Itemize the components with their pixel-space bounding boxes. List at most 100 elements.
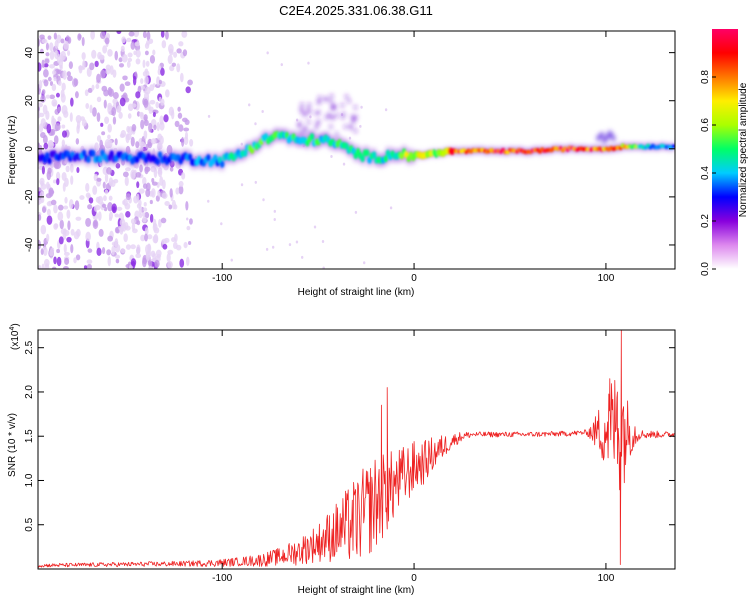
spectrogram-noise-blob [303,125,307,130]
spectrogram-noise-blob [61,124,66,129]
spectrogram-noise-blob [188,240,192,246]
spectrogram-noise-blob [49,50,55,60]
spectrogram-noise-blob [163,237,170,243]
spectrogram-noise-blob [118,63,125,68]
spectrogram-noise-blob [147,243,151,251]
spectrogram-noise-blob [314,125,318,130]
spectrogram-noise-blob [300,255,304,259]
spectrogram-noise-blob [41,165,45,175]
spectrogram-noise-blob [38,38,41,47]
snr-x-label: Height of straight line (km) [298,585,415,596]
spectrogram-noise-blob [67,220,71,231]
y-tick-label: 0.5 [24,517,35,531]
spectrogram-noise-blob [149,84,155,91]
spectrogram-noise-blob [248,103,251,107]
spectrogram-noise-blob [389,206,393,210]
spectrogram-noise-blob [140,234,146,242]
spectrogram-noise-blob [75,138,80,145]
spectrogram-noise-blob [108,195,113,201]
spectrogram-noise-blob [67,75,73,82]
snr-series-line [38,330,675,568]
spectrogram-noise-blob [49,248,54,257]
spectrogram-noise-blob [63,110,69,118]
spectrogram-ridge-cell [81,149,87,157]
spectrogram-ridge-cell [371,151,377,159]
spectrogram-noise-blob [52,179,57,184]
spectrogram-noise-blob [105,68,111,75]
spectrogram-noise-blob [331,105,335,110]
spectrogram-ridge-layer [38,130,675,168]
spectrogram-noise-blob [114,213,119,218]
spectrogram-noise-blob [318,95,322,100]
spectrogram-noise-blob [89,104,93,114]
spectrogram-noise-blob [40,183,47,190]
spectrogram-noise-blob [156,121,160,132]
spectrogram-noise-blob [303,111,307,116]
spectrogram-noise-blob [118,226,123,231]
x-tick-label: 100 [598,273,615,284]
spectrogram-x-axis: -100 0 100 [212,31,615,284]
spectrogram-noise-blob [280,63,283,67]
spectrogram-noise-blob [330,154,333,158]
spectrogram-noise-blob [107,49,113,57]
spectrogram-noise-blob [57,80,62,86]
spectrogram-noise-blob [299,106,303,111]
snr-y-label: SNR (10 * v/v) [7,413,18,477]
spectrogram-noise-blob [92,107,97,117]
spectrogram-noise-blob [178,185,184,195]
spectrogram-noise-blob [78,64,83,74]
spectrogram-noise-blob [57,116,62,122]
spectrogram-noise-blob [51,115,55,123]
spectrogram-noise-blob [114,138,118,146]
spectrogram-frame [37,30,676,270]
spectrogram-ridge-cell [109,150,114,158]
snr-x-axis: -100 0 100 [212,330,615,584]
spectrogram-noise-blob [160,67,165,76]
spectrogram-noise-blob [324,97,328,102]
spectrogram-noise-blob [118,57,123,63]
spectrogram-noise-blob [155,101,160,109]
spectrogram-noise-blob [327,112,331,117]
spectrogram-noise-blob [145,60,150,67]
spectrogram-noise-blob [142,31,147,39]
spectrogram-noise-blob [335,113,339,118]
spectrogram-noise-blob [104,116,110,124]
spectrogram-noise-blob [63,40,69,50]
spectrogram-noise-blob [115,254,121,259]
spectrogram-noise-blob [98,228,104,237]
spectrogram-noise-blob [315,111,319,116]
spectrogram-noise-blob [354,129,358,134]
spectrogram-noise-blob [101,247,106,255]
spectrogram-noise-blob [46,208,51,216]
spectrogram-noise-blob [96,96,102,103]
spectrogram-noise-blob [143,130,148,140]
spectrogram-noise-blob [189,138,194,147]
spectrogram-noise-blob [41,263,45,269]
spectrogram-noise-blob [353,105,357,110]
spectrogram-noise-blob [40,118,46,128]
spectrogram-noise-blob [181,136,185,147]
spectrogram-noise-blob [288,243,292,247]
spectrogram-noise-blob [126,37,132,43]
spectrogram-noise-blob [102,45,108,54]
spectrogram-noise-blob [60,93,66,103]
spectrogram-noise-blob [309,115,312,119]
spectrogram-noise-blob [51,99,58,107]
spectrogram-noise-blob [79,195,85,200]
spectrogram-noise-blob [119,218,126,227]
spectrogram-noise-blob [330,94,334,99]
spectrogram-noise-blob [116,206,123,211]
spectrogram-noise-blob [182,49,188,57]
spectrogram-noise-blob [179,258,185,268]
x-tick-label: -100 [212,273,232,284]
spectrogram-noise-blob [41,59,45,68]
spectrogram-noise-blob [43,69,49,78]
spectrogram-noise-blob [186,217,189,221]
spectrogram-ridge-cell [97,155,103,163]
spectrogram-noise-blob [108,177,114,187]
spectrogram-noise-blob [354,210,358,214]
spectrogram-noise-blob [143,207,148,212]
spectrogram-x-label: Height of straight line (km) [298,287,415,298]
snr-panel: -100 0 100 0.5 1.0 1.5 2.0 2.5 Height of strai… [7,323,676,596]
spectrogram-noise-blob [75,216,82,221]
